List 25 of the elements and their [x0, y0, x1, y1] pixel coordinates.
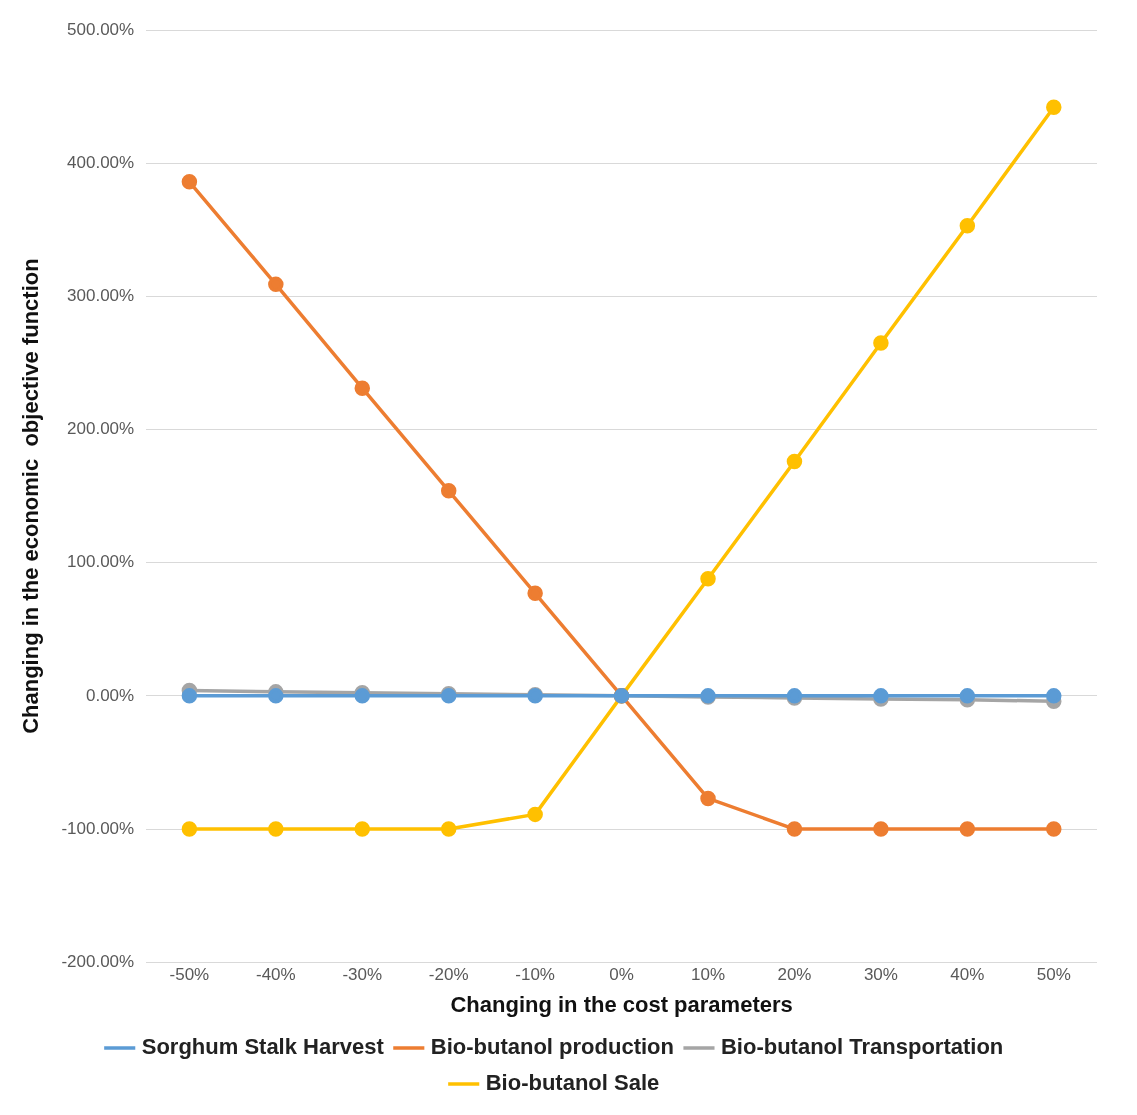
x-tick-label: -20% [428, 965, 469, 985]
x-tick-label: 20% [777, 965, 812, 985]
y-tick-label: -200.00% [61, 951, 135, 971]
y-tick-label: 200.00% [67, 419, 135, 439]
x-axis-title: Changing in the cost parameters [450, 991, 793, 1017]
x-tick-label: -30% [342, 965, 383, 985]
x-tick-label: -40% [255, 965, 296, 985]
y-axis-title: Changing in the economic objective function [18, 258, 44, 734]
x-tick-label: -50% [169, 965, 210, 985]
y-tick-label: 100.00% [67, 552, 135, 572]
legend-label: Bio-butanol Transportation [720, 1034, 1004, 1060]
legend-label: Sorghum Stalk Harvest [141, 1034, 385, 1060]
x-tick-label: 50% [1036, 965, 1071, 985]
y-tick-label: 300.00% [67, 286, 135, 306]
y-tick-label: -100.00% [61, 818, 135, 838]
x-tick-label: 30% [863, 965, 898, 985]
y-tick-label: 400.00% [67, 152, 135, 172]
y-tick-label: 500.00% [67, 19, 135, 39]
x-tick-label: -10% [515, 965, 555, 985]
x-tick-label: 0% [609, 965, 634, 985]
y-tick-label: 0.00% [85, 685, 135, 705]
legend-label: Bio-butanol production [430, 1034, 674, 1060]
legend-label: Bio-butanol Sale [485, 1070, 660, 1096]
x-tick-label: 40% [950, 965, 985, 985]
x-tick-label: 10% [691, 965, 726, 985]
